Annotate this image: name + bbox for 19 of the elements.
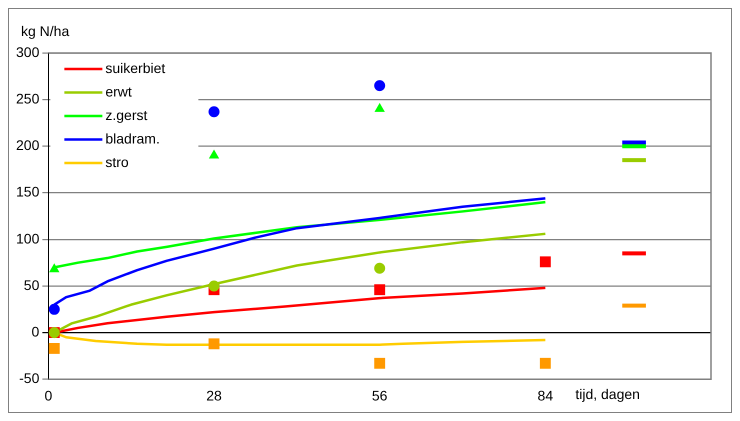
y-axis-title: kg N/ha	[21, 22, 70, 39]
x-axis-title: tijd, dagen	[575, 386, 640, 402]
legend-label: bladram.	[105, 130, 160, 146]
legend-label: z.gerst	[105, 106, 148, 123]
y-tick-label: 100	[16, 230, 40, 246]
y-tick-label: 250	[16, 90, 40, 106]
y-tick-label: -50	[19, 370, 40, 386]
x-tick-label: 0	[44, 387, 52, 404]
x-tick-label: 56	[372, 387, 388, 404]
x-tick-label: 84	[538, 387, 554, 404]
legend-label: suikerbiet	[105, 60, 166, 76]
y-tick-label: 200	[16, 137, 40, 154]
y-tick-label: 0	[32, 323, 40, 340]
legend-label: erwt	[105, 83, 132, 100]
x-tick-label: 28	[206, 387, 222, 404]
y-tick-label: 50	[24, 276, 40, 293]
legend-label: stro	[105, 154, 129, 170]
y-tick-label: 150	[16, 184, 40, 200]
y-tick-label: 300	[16, 44, 40, 60]
